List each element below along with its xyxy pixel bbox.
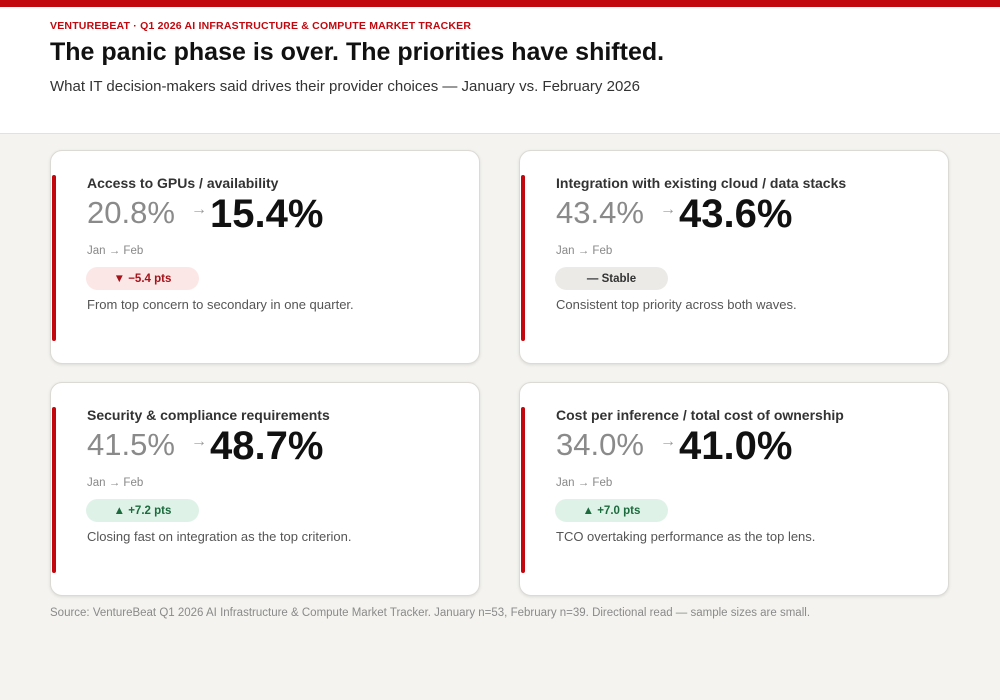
- jan-value: 34.0%: [556, 427, 644, 462]
- card-label: Access to GPUs / availability: [87, 175, 279, 191]
- change-badge: ▲ +7.2 pts: [86, 499, 199, 522]
- arrow-right-icon: →: [660, 201, 676, 218]
- card-note: Consistent top priority across both wave…: [556, 297, 797, 312]
- jan-value: 41.5%: [87, 427, 175, 462]
- feb-value: 15.4%: [210, 192, 324, 236]
- card-label: Integration with existing cloud / data s…: [556, 175, 847, 191]
- arrow-right-icon: →: [191, 201, 207, 218]
- change-badge: ▼ −5.4 pts: [86, 267, 199, 290]
- page-subtitle: What IT decision-makers said drives thei…: [50, 78, 640, 95]
- card-accent-bar: [521, 175, 525, 341]
- arrow-right-icon: →: [191, 433, 207, 450]
- header: VENTUREBEAT · Q1 2026 AI INFRASTRUCTURE …: [0, 7, 1000, 134]
- jan-value: 43.4%: [556, 195, 644, 230]
- feb-value: 48.7%: [210, 424, 324, 468]
- top-accent-bar: [0, 0, 1000, 7]
- card-accent-bar: [521, 407, 525, 573]
- period-label: Jan → Feb: [556, 245, 613, 257]
- metric-card-security: Security & compliance requirements 41.5%…: [50, 382, 480, 596]
- card-label: Cost per inference / total cost of owner…: [556, 407, 844, 423]
- card-note: TCO overtaking performance as the top le…: [556, 529, 816, 544]
- jan-value: 20.8%: [87, 195, 175, 230]
- period-label: Jan → Feb: [87, 245, 144, 257]
- metric-card-cost: Cost per inference / total cost of owner…: [519, 382, 949, 596]
- metric-card-integration: Integration with existing cloud / data s…: [519, 150, 949, 364]
- period-label: Jan → Feb: [556, 477, 613, 489]
- change-badge: ▲ +7.0 pts: [555, 499, 668, 522]
- card-label: Security & compliance requirements: [87, 407, 330, 423]
- card-note: Closing fast on integration as the top c…: [87, 529, 352, 544]
- period-label: Jan → Feb: [87, 477, 144, 489]
- kicker: VENTUREBEAT · Q1 2026 AI INFRASTRUCTURE …: [50, 20, 472, 32]
- arrow-right-icon: →: [660, 433, 676, 450]
- card-note: From top concern to secondary in one qua…: [87, 297, 354, 312]
- source-note: Source: VentureBeat Q1 2026 AI Infrastru…: [50, 607, 811, 619]
- feb-value: 43.6%: [679, 192, 793, 236]
- change-badge: — Stable: [555, 267, 668, 290]
- page-title: The panic phase is over. The priorities …: [50, 38, 665, 66]
- card-accent-bar: [52, 407, 56, 573]
- card-accent-bar: [52, 175, 56, 341]
- feb-value: 41.0%: [679, 424, 793, 468]
- metric-card-gpu-access: Access to GPUs / availability 20.8% → 15…: [50, 150, 480, 364]
